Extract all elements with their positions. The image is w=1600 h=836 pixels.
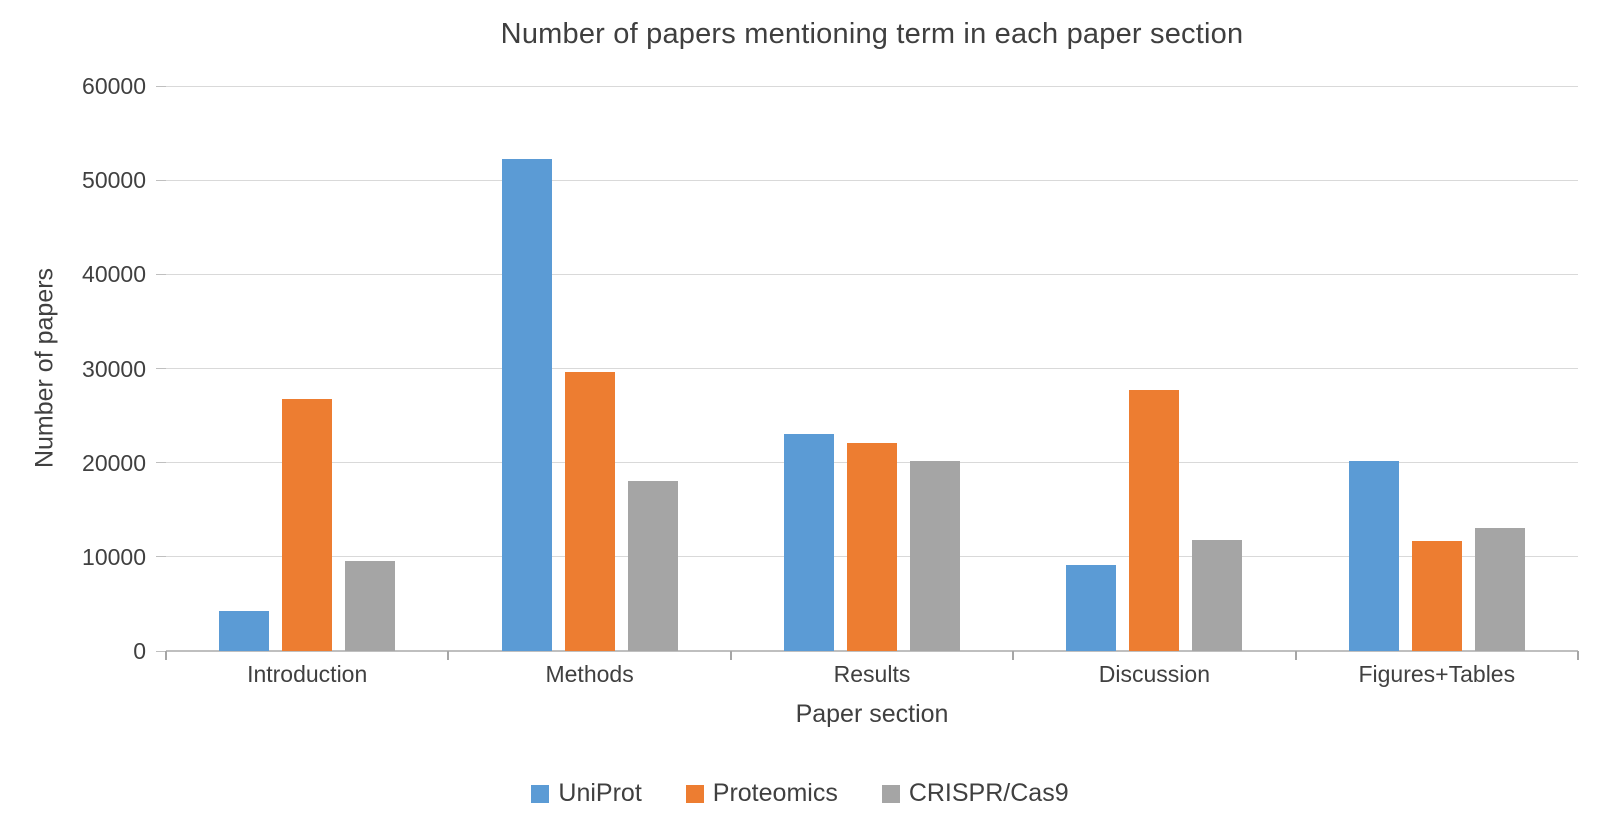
x-tick-mark-2 (729, 651, 732, 660)
y-tick-label-10000: 10000 (82, 543, 146, 570)
x-tick-mark-3 (1012, 651, 1015, 660)
legend-swatch-crispr-cas9 (881, 784, 900, 803)
bar-crispr-cas9-methods (627, 480, 678, 651)
legend-swatch-uniprot (531, 784, 550, 803)
bar-uniprot-figures-tables (1348, 460, 1399, 651)
y-tick-label-50000: 50000 (82, 167, 146, 194)
bar-crispr-cas9-figures-tables (1474, 527, 1525, 651)
legend-label-crispr-cas9: CRISPR/Cas9 (908, 779, 1069, 807)
y-tick-mark-20000 (156, 462, 166, 464)
x-tick-mark-1 (447, 651, 450, 660)
bar-proteomics-results (847, 442, 897, 651)
y-tick-label-30000: 30000 (82, 355, 146, 382)
x-category-label-results: Results (833, 661, 911, 687)
plot-area (166, 85, 1578, 652)
bar-uniprot-introduction (219, 611, 270, 651)
y-tick-mark-40000 (156, 273, 166, 275)
y-tick-label-60000: 60000 (82, 73, 146, 99)
bar-proteomics-figures-tables (1411, 540, 1462, 651)
bar-crispr-cas9-discussion (1192, 539, 1243, 651)
legend-item-proteomics: Proteomics (685, 779, 838, 808)
y-tick-label-0: 0 (133, 638, 146, 664)
x-category-label-methods: Methods (545, 661, 634, 687)
chart-title: Number of papers mentioning term in each… (500, 18, 1244, 50)
legend: UniProt Proteomics CRISPR/Cas9 (0, 779, 1600, 808)
x-axis-title: Paper section (795, 700, 949, 728)
bar-uniprot-methods (501, 159, 552, 651)
gridline-30000 (166, 368, 1578, 369)
x-category-label-introduction: Introduction (247, 661, 368, 687)
y-tick-label-40000: 40000 (82, 261, 146, 288)
legend-label-uniprot: UniProt (558, 779, 642, 807)
bar-uniprot-results (784, 433, 834, 651)
x-tick-mark-4 (1294, 651, 1297, 660)
y-tick-mark-0 (156, 650, 166, 652)
bar-crispr-cas9-results (910, 460, 960, 651)
gridline-60000 (166, 85, 1578, 87)
x-axis-line (166, 650, 1578, 652)
x-category-label-figures-tables: Figures+Tables (1358, 661, 1516, 687)
legend-label-proteomics: Proteomics (712, 779, 838, 807)
legend-item-crispr-cas9: CRISPR/Cas9 (881, 779, 1069, 808)
y-tick-mark-60000 (156, 85, 166, 87)
y-tick-mark-50000 (156, 179, 166, 181)
legend-swatch-proteomics (685, 784, 704, 803)
x-tick-mark-0 (165, 651, 167, 660)
y-tick-mark-10000 (156, 556, 166, 558)
y-tick-label-20000: 20000 (82, 449, 146, 476)
bar-uniprot-discussion (1066, 565, 1117, 651)
x-tick-mark-5 (1577, 651, 1579, 660)
gridline-40000 (166, 273, 1578, 275)
bar-proteomics-discussion (1129, 390, 1180, 651)
bar-proteomics-introduction (282, 398, 333, 651)
y-tick-mark-30000 (156, 368, 166, 369)
x-category-label-discussion: Discussion (1098, 661, 1210, 687)
gridline-50000 (166, 179, 1578, 181)
bar-crispr-cas9-introduction (345, 560, 396, 651)
legend-item-uniprot: UniProt (531, 779, 642, 808)
bar-proteomics-methods (564, 372, 615, 651)
